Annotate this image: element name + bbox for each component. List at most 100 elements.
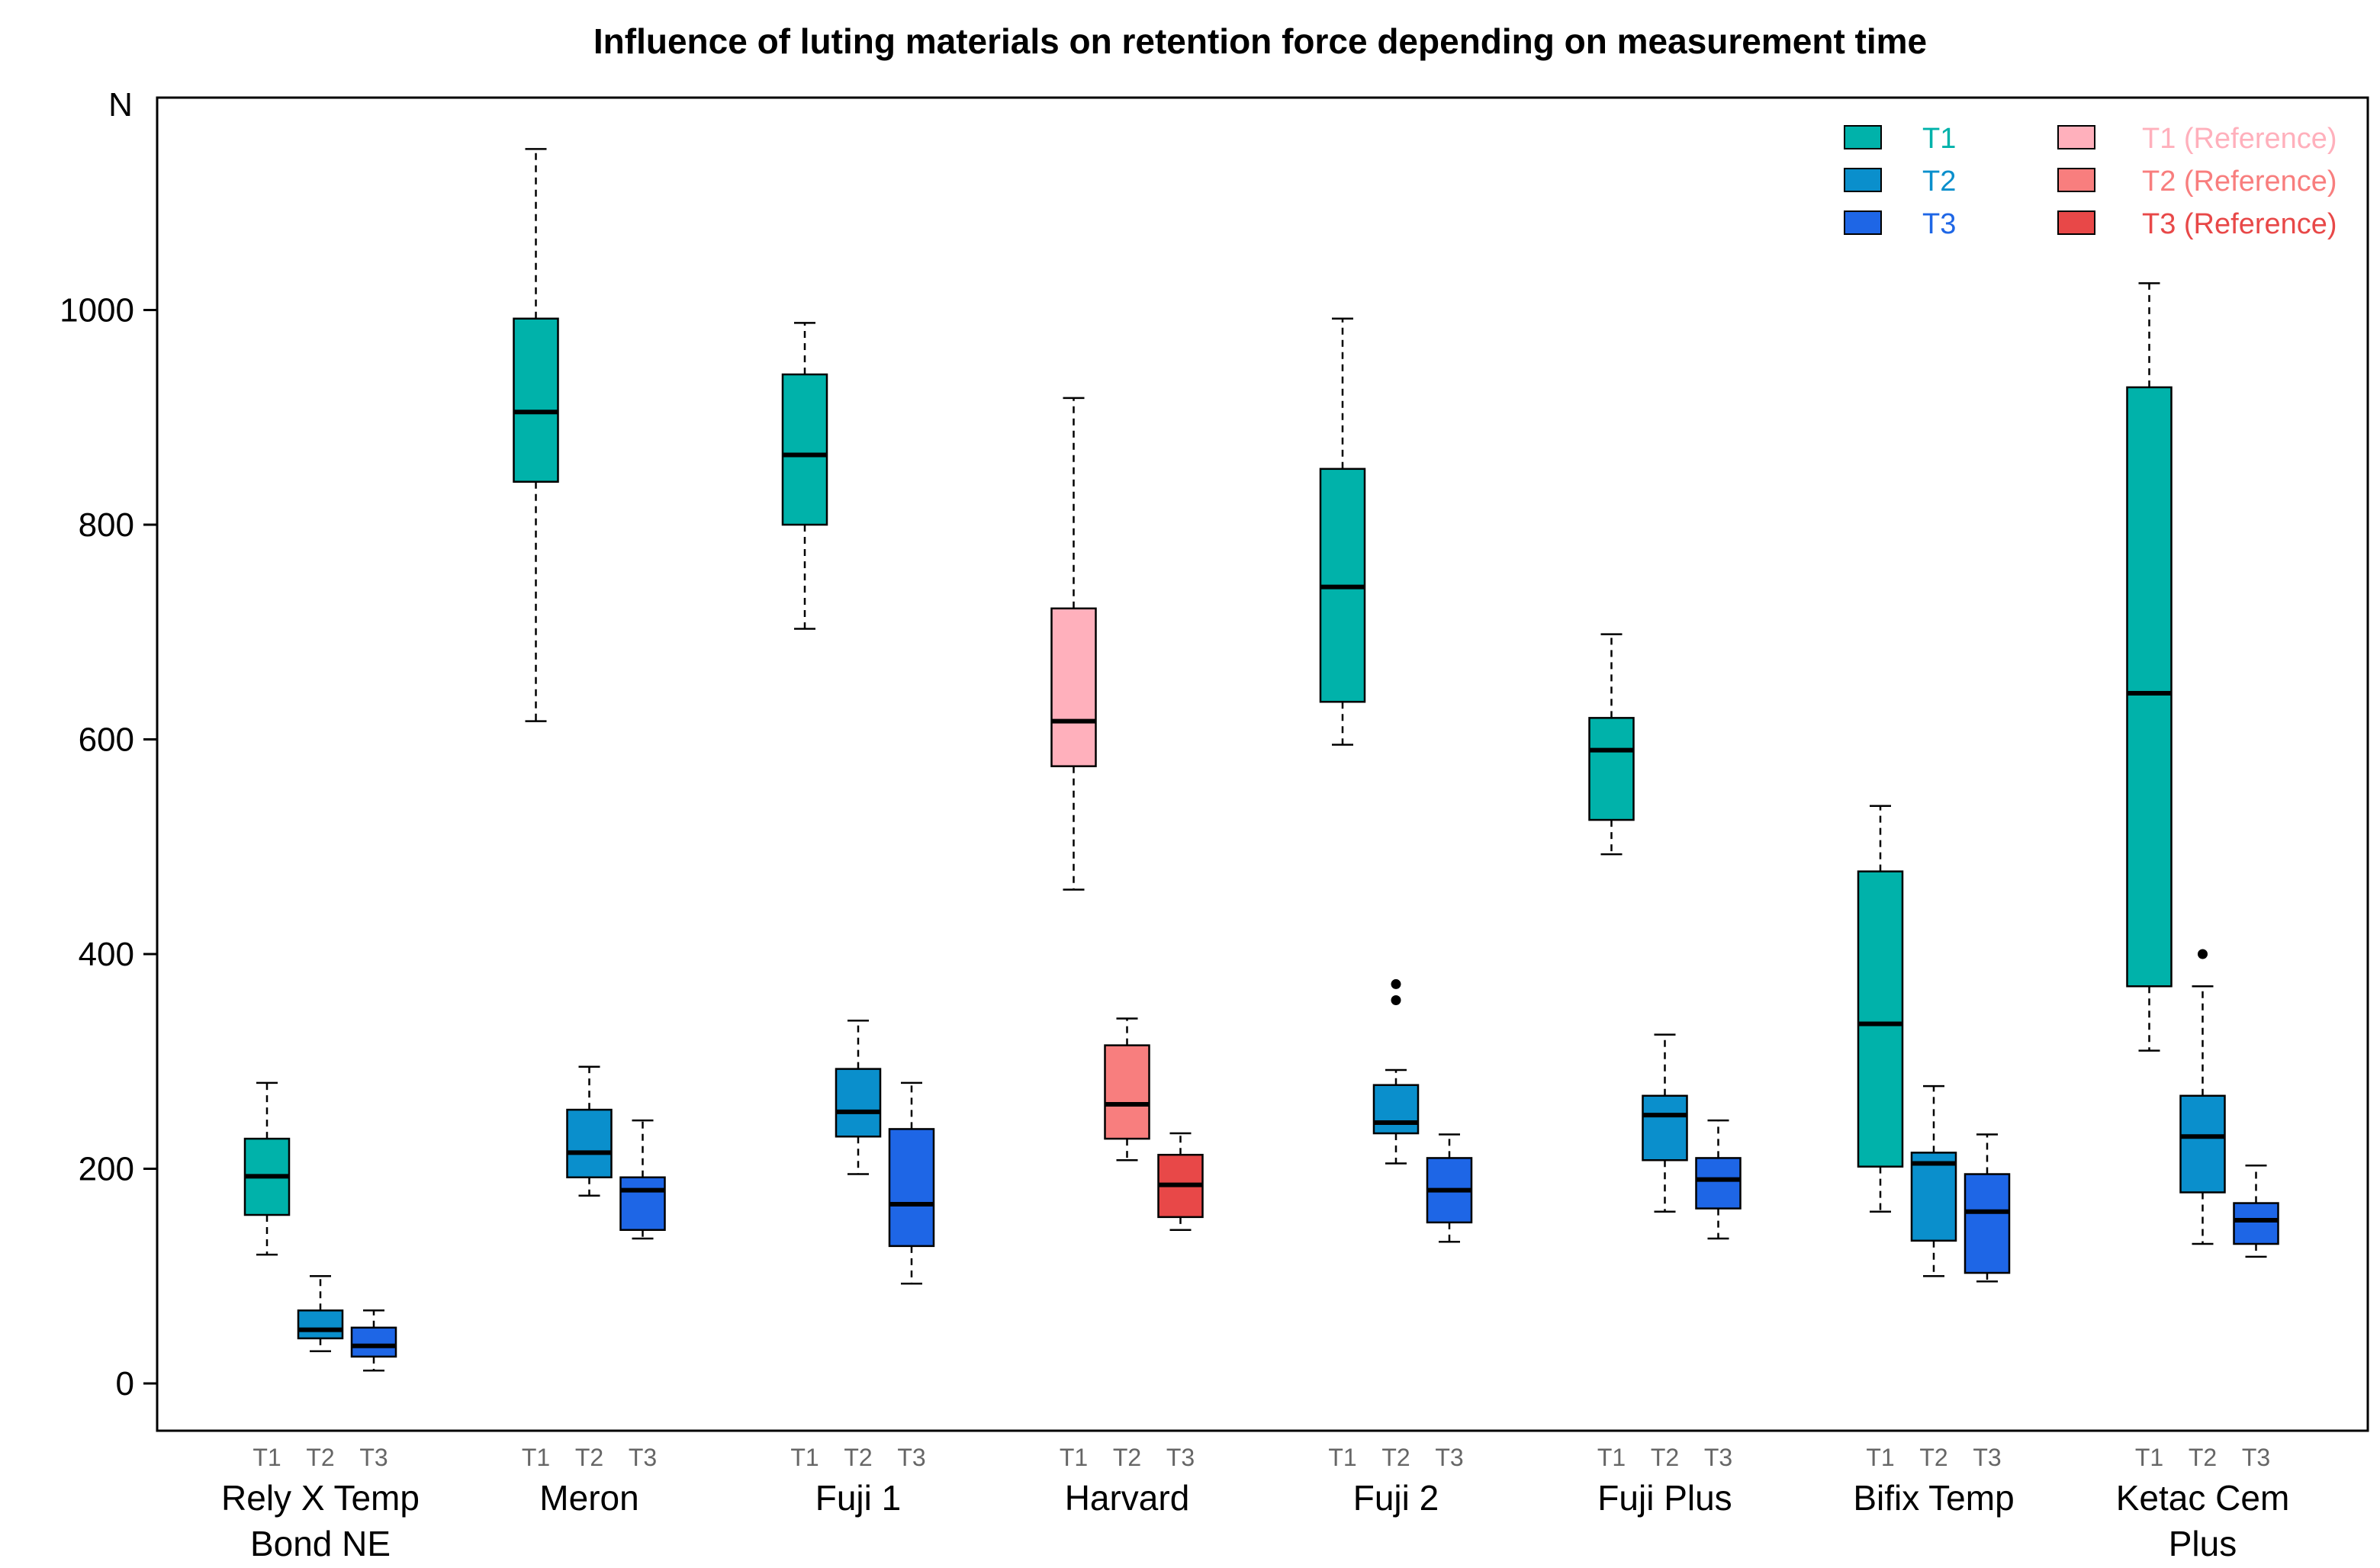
x-subtick-label: T3 xyxy=(629,1444,657,1471)
legend-label: T1 (Reference) xyxy=(2142,123,2337,155)
box-iqr xyxy=(1642,1094,1688,1162)
x-subtick-label: T2 xyxy=(1381,1444,1410,1471)
group-bifix-temp xyxy=(1857,805,2011,1283)
box-t2 xyxy=(1642,1033,1688,1213)
x-subtick-label: T2 xyxy=(1919,1444,1947,1471)
box-t1 xyxy=(781,322,828,630)
x-subtick-label: T3 xyxy=(2242,1444,2270,1471)
group-harvard xyxy=(1050,397,1204,1231)
box-iqr xyxy=(1372,1084,1420,1135)
x-subtick-label: T3 xyxy=(897,1444,925,1471)
group-fuji-2 xyxy=(1319,317,1473,1243)
x-subtick-label: T3 xyxy=(359,1444,388,1471)
outlier-point xyxy=(1391,995,1401,1006)
box-iqr xyxy=(1104,1044,1150,1140)
x-group-label: Plus xyxy=(2169,1524,2237,1563)
box-t3 xyxy=(1963,1133,2011,1283)
legend-label: T3 xyxy=(1922,208,1956,240)
outlier-point xyxy=(1391,978,1401,989)
x-group-label: Fuji 2 xyxy=(1353,1478,1439,1518)
x-subtick-label: T3 xyxy=(1704,1444,1732,1471)
x-group-label: Ketac Cem xyxy=(2116,1478,2290,1518)
legend-label: T2 (Reference) xyxy=(2142,165,2337,198)
group-fuji-plus xyxy=(1588,633,1742,1240)
group-fuji-1 xyxy=(781,322,935,1285)
x-group-label: Bifix Temp xyxy=(1853,1478,2014,1518)
box-t3 xyxy=(1157,1132,1204,1231)
x-subtick-label: T3 xyxy=(1973,1444,2001,1471)
box-t2 xyxy=(297,1275,344,1353)
box-t3 xyxy=(1426,1133,1473,1243)
box-iqr xyxy=(297,1309,344,1340)
y-tick-label: 800 xyxy=(79,506,134,544)
box-iqr xyxy=(1695,1157,1742,1210)
x-axis: T1 T2 T3 Rely X Temp Bond NE T1 T2 T3 Meron T1 T2 T… xyxy=(221,1444,2289,1563)
box-t2 xyxy=(2179,949,2226,1245)
y-tick-label: 0 xyxy=(116,1365,134,1403)
legend-swatch xyxy=(1844,210,1882,235)
legend-label: T3 (Reference) xyxy=(2142,208,2337,240)
group-rely-x-temp-bond-ne xyxy=(243,1081,397,1372)
x-subtick-label: T1 xyxy=(1060,1444,1088,1471)
outlier-point xyxy=(2198,949,2208,959)
x-subtick-label: T1 xyxy=(252,1444,281,1471)
legend-swatch xyxy=(1844,125,1882,149)
group-ketac-cem-plus xyxy=(2126,282,2279,1258)
legend-swatch xyxy=(1844,168,1882,192)
x-group-label: Fuji Plus xyxy=(1597,1478,1732,1518)
box-t1 xyxy=(1050,397,1097,891)
x-subtick-label: T3 xyxy=(1435,1444,1463,1471)
box-t1 xyxy=(2126,282,2173,1052)
box-iqr xyxy=(1963,1173,2011,1274)
box-t2 xyxy=(1372,978,1420,1165)
group-meron xyxy=(513,148,666,1240)
box-t3 xyxy=(2233,1165,2279,1258)
legend-entry: T2 (Reference) xyxy=(2057,165,2337,198)
legend-entry: T3 (Reference) xyxy=(2057,208,2337,240)
legend-entry: T1 xyxy=(1844,123,1956,155)
box-t2 xyxy=(835,1020,882,1175)
chart-title: Influence of luting materials on retenti… xyxy=(593,21,1927,61)
box-t1 xyxy=(513,148,559,722)
box-iqr xyxy=(2233,1202,2279,1245)
y-axis: 0 200 400 600 800 1000 xyxy=(60,292,157,1403)
box-iqr xyxy=(2179,1094,2226,1194)
legend-entry: T2 xyxy=(1844,165,1956,198)
box-iqr xyxy=(1857,870,1904,1168)
box-t1 xyxy=(243,1081,291,1256)
box-t3 xyxy=(888,1081,935,1285)
x-subtick-label: T1 xyxy=(522,1444,550,1471)
x-subtick-label: T2 xyxy=(1113,1444,1141,1471)
box-t2 xyxy=(1104,1017,1150,1162)
box-iqr xyxy=(1588,717,1635,821)
x-group-label: Rely X Temp xyxy=(221,1478,420,1518)
box-iqr xyxy=(835,1068,882,1138)
box-iqr xyxy=(619,1176,666,1231)
box-series xyxy=(243,148,2279,1372)
x-group-label: Harvard xyxy=(1065,1478,1190,1518)
x-subtick-label: T2 xyxy=(575,1444,603,1471)
box-iqr xyxy=(1050,607,1097,767)
y-tick-label: 1000 xyxy=(60,292,134,329)
box-iqr xyxy=(350,1326,397,1358)
box-t2 xyxy=(566,1065,613,1197)
box-t1 xyxy=(1319,317,1366,746)
legend-swatch xyxy=(2057,125,2095,149)
legend-label: T2 xyxy=(1922,165,1956,198)
x-subtick-label: T1 xyxy=(1866,1444,1894,1471)
x-subtick-label: T2 xyxy=(1651,1444,1679,1471)
y-tick-label: 600 xyxy=(79,721,134,759)
box-iqr xyxy=(566,1108,613,1179)
box-iqr xyxy=(888,1128,935,1248)
x-subtick-label: T1 xyxy=(1328,1444,1356,1471)
legend-swatch xyxy=(2057,210,2095,235)
y-axis-label: N xyxy=(108,86,133,124)
x-group-label: Meron xyxy=(539,1478,638,1518)
y-tick-label: 400 xyxy=(79,936,134,973)
x-subtick-label: T1 xyxy=(2135,1444,2163,1471)
x-subtick-label: T3 xyxy=(1166,1444,1195,1471)
legend-entry: T3 xyxy=(1844,208,1956,240)
box-t1 xyxy=(1857,805,1904,1213)
box-t3 xyxy=(1695,1119,1742,1240)
